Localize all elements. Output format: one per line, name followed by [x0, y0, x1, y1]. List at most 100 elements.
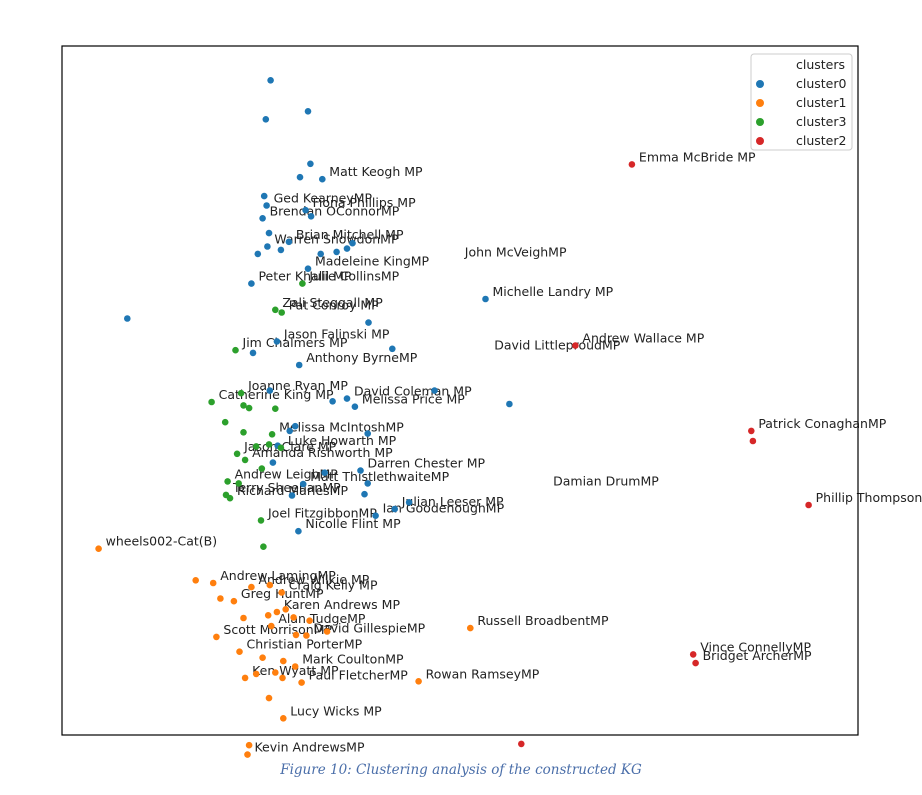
cluster0-point — [286, 427, 294, 435]
cluster1-point — [209, 579, 217, 587]
cluster0-point — [260, 192, 268, 200]
cluster1-point — [245, 741, 253, 749]
cluster0-point — [277, 246, 285, 254]
point-label: Brian Mitchell MP — [296, 227, 404, 242]
cluster0-point — [343, 245, 351, 252]
legend-marker — [756, 118, 764, 126]
cluster1-point — [467, 624, 474, 632]
cluster1-point — [266, 581, 274, 589]
cluster1-point — [241, 674, 249, 682]
legend-title: clusters — [796, 57, 845, 72]
cluster0-point — [372, 512, 379, 519]
cluster0-point — [317, 250, 325, 258]
point-label: Madeleine KingMP — [315, 254, 430, 269]
cluster0-point — [262, 116, 270, 123]
cluster1-point — [280, 715, 287, 722]
point-label: Bridget ArcherMP — [703, 648, 812, 663]
cluster2-point — [805, 501, 812, 509]
point-label: Kevin AndrewsMP — [254, 740, 365, 755]
cluster0-point — [285, 238, 293, 246]
cluster1-point — [259, 654, 266, 661]
cluster1-point — [264, 612, 272, 619]
point-label: Russell BroadbentMP — [477, 613, 609, 628]
cluster0-point — [329, 398, 336, 405]
cluster1-point — [192, 577, 199, 584]
cluster1-point — [280, 657, 287, 665]
cluster3-point — [299, 280, 306, 287]
point-label: Patrick ConaghanMP — [758, 416, 886, 431]
cluster1-point — [265, 694, 273, 702]
point-label: Luke Howarth MP — [288, 433, 397, 448]
cluster1-point — [236, 648, 243, 655]
cluster0-point — [302, 206, 309, 214]
cluster1-point — [240, 614, 247, 622]
cluster0-point — [319, 175, 326, 183]
cluster1-point — [303, 632, 310, 639]
point-label: Melissa Price MP — [362, 392, 465, 407]
point-label: Richard MarlesMP — [237, 483, 348, 498]
cluster0-point — [291, 422, 299, 430]
point-label: Warren SnowdonMP — [274, 232, 399, 247]
cluster0-point — [333, 248, 340, 256]
cluster3-point — [245, 404, 253, 412]
cluster3-point — [235, 480, 242, 487]
legend-marker — [756, 80, 764, 88]
cluster0-point — [304, 108, 312, 115]
point-label: David Coleman MP — [354, 384, 472, 399]
point-label: Terry SheehanMP — [232, 480, 341, 495]
cluster0-point — [249, 349, 257, 357]
figure-caption: Figure 10: Clustering analysis of the co… — [280, 762, 642, 778]
cluster1-point — [282, 606, 290, 613]
point-label: wheels002-Cat(B) — [106, 534, 218, 549]
legend-marker — [756, 137, 764, 145]
cluster3-point — [226, 494, 234, 502]
point-label: Paul FletcherMP — [309, 668, 409, 683]
cluster0-point — [264, 243, 271, 250]
cluster3-point — [208, 398, 215, 406]
scatter-points — [95, 77, 812, 758]
point-label: Jim Chalmers MP — [242, 335, 348, 350]
point-label: Nicolle Flint MP — [305, 516, 401, 531]
cluster0-point — [307, 160, 314, 168]
point-label: David LittleproudMP — [494, 338, 621, 353]
cluster1-point — [278, 589, 286, 596]
point-label: Catherine King MP — [219, 387, 334, 402]
cluster1-point — [230, 597, 238, 605]
cluster0-point — [321, 469, 329, 477]
cluster0-point — [296, 173, 304, 181]
cluster3-point — [260, 543, 267, 550]
cluster1-point — [291, 663, 299, 670]
legend-label: cluster1 — [796, 95, 846, 110]
cluster0-point — [343, 395, 351, 402]
cluster3-point — [232, 346, 239, 354]
point-label: Emma McBride MP — [639, 149, 756, 164]
point-label: Christian PorterMP — [247, 637, 363, 652]
point-label: Andrew Wallace MP — [582, 330, 704, 345]
point-label: John McVeighMP — [464, 245, 567, 260]
cluster0-point — [269, 459, 277, 466]
point-label: Brendan OConnorMP — [270, 203, 400, 218]
cluster3-point — [268, 431, 276, 438]
cluster1-point — [244, 751, 251, 758]
cluster1-point — [217, 595, 224, 602]
point-label: Rowan RamseyMP — [426, 666, 540, 681]
point-label: Jason Falinski MP — [283, 326, 390, 341]
cluster0-point — [267, 77, 274, 84]
cluster1-point — [248, 583, 255, 591]
legend-label: cluster0 — [796, 76, 847, 91]
cluster3-point — [277, 444, 285, 452]
cluster1-point — [415, 678, 422, 685]
point-label: Melissa McIntoshMP — [279, 419, 404, 434]
point-label: Karen Andrews MP — [284, 597, 401, 612]
cluster1-point — [268, 622, 275, 630]
cluster0-point — [364, 430, 372, 437]
cluster0-point — [295, 361, 303, 369]
cluster0-point — [391, 505, 399, 513]
cluster3-point — [241, 456, 249, 464]
cluster3-point — [258, 465, 266, 472]
cluster0-point — [405, 499, 413, 506]
cluster1-point — [272, 669, 279, 676]
point-label: Julian Leeser MP — [401, 494, 504, 509]
cluster0-point — [361, 490, 368, 498]
